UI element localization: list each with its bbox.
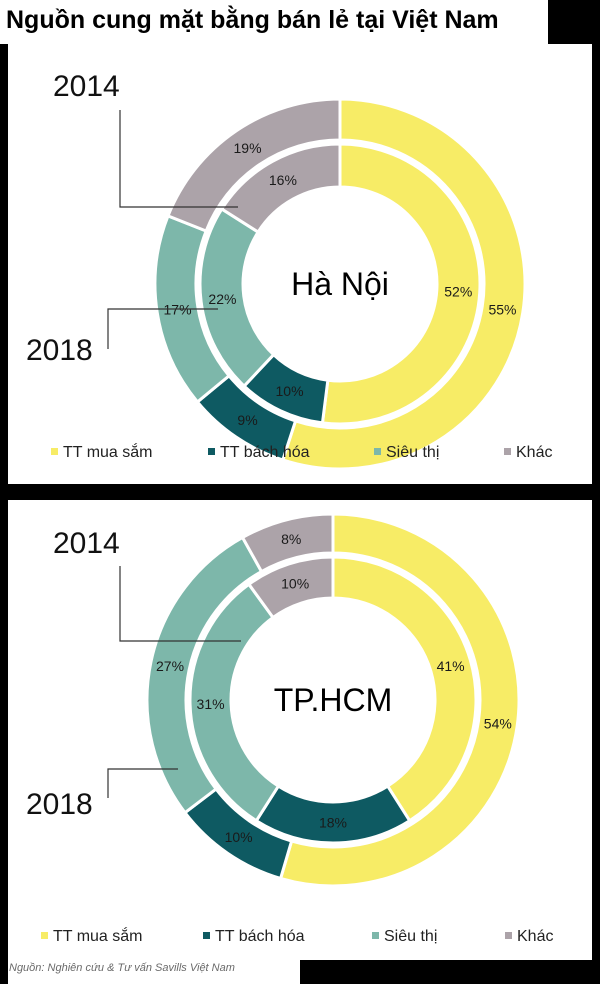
year-label-2014: 2014 bbox=[53, 70, 120, 103]
data-label-inner-khac: 16% bbox=[269, 172, 297, 188]
legend-item-khac: Khác bbox=[516, 444, 552, 461]
legend-swatch-tt-mua-sam bbox=[41, 932, 48, 939]
data-label-inner-tt-bach-hoa: 18% bbox=[319, 815, 347, 831]
data-label-inner-tt-mua-sam: 41% bbox=[437, 658, 465, 674]
chart-title: Nguồn cung mặt bằng bán lẻ tại Việt Nam bbox=[6, 6, 499, 34]
callout-line-2018 bbox=[107, 768, 178, 798]
city-label: TP.HCM bbox=[274, 682, 393, 718]
data-label-outer-sieu-thi: 17% bbox=[164, 302, 192, 318]
legend-item-sieu-thi: Siêu thị bbox=[384, 928, 437, 945]
legend-swatch-tt-bach-hoa bbox=[208, 448, 215, 455]
slice-outer-tt-mua-sam bbox=[278, 512, 521, 888]
legend-item-sieu-thi: Siêu thị bbox=[386, 444, 439, 461]
data-label-inner-khac: 10% bbox=[281, 575, 309, 591]
data-label-inner-sieu-thi: 31% bbox=[197, 696, 225, 712]
donut-chart-hcm: 54% 10% 27% 8% 41% 18% 31% 10% TP.HCM 2018 2014 TT … bbox=[26, 512, 553, 945]
data-label-outer-tt-mua-sam: 54% bbox=[484, 716, 512, 732]
legend-item-tt-bach-hoa: TT bách hóa bbox=[220, 444, 310, 461]
slice-inner-khac bbox=[246, 555, 335, 620]
year-label-2014: 2014 bbox=[53, 527, 120, 560]
year-label-2018: 2018 bbox=[26, 788, 93, 821]
chart-panel-hanoi: 55% 9% 17% 19% 52% 10% 22% 16% Hà Nội 2018 2014 TT … bbox=[8, 44, 592, 484]
legend-item-tt-mua-sam: TT mua sắm bbox=[63, 442, 153, 461]
data-label-outer-khac: 8% bbox=[281, 531, 301, 547]
slice-inner-tt-mua-sam bbox=[320, 142, 482, 426]
slice-inner-tt-mua-sam bbox=[331, 555, 478, 823]
data-label-inner-sieu-thi: 22% bbox=[208, 291, 236, 307]
callout-line-2014 bbox=[119, 110, 238, 208]
data-label-outer-tt-bach-hoa: 10% bbox=[225, 829, 253, 845]
slice-inner-khac bbox=[219, 142, 342, 235]
data-label-outer-khac: 19% bbox=[234, 140, 262, 156]
legend-swatch-khac bbox=[505, 932, 512, 939]
slice-outer-tt-mua-sam bbox=[280, 97, 527, 471]
data-label-inner-tt-mua-sam: 52% bbox=[444, 283, 472, 299]
year-label-2018: 2018 bbox=[26, 334, 93, 367]
legend-swatch-tt-mua-sam bbox=[51, 448, 58, 455]
footer-bar bbox=[8, 960, 300, 984]
data-label-outer-tt-mua-sam: 55% bbox=[488, 302, 516, 318]
callout-line-2014 bbox=[119, 566, 241, 642]
slice-outer-khac bbox=[240, 512, 335, 574]
slice-outer-khac bbox=[166, 97, 342, 233]
chart-panel-hcm: 54% 10% 27% 8% 41% 18% 31% 10% TP.HCM 2018 2014 TT … bbox=[8, 500, 592, 960]
data-label-outer-sieu-thi: 27% bbox=[156, 658, 184, 674]
donut-chart-hanoi: 55% 9% 17% 19% 52% 10% 22% 16% Hà Nội 2018 2014 TT … bbox=[26, 70, 552, 471]
legend-item-tt-bach-hoa: TT bách hóa bbox=[215, 928, 305, 945]
legend-swatch-sieu-thi bbox=[374, 448, 381, 455]
legend-swatch-tt-bach-hoa bbox=[203, 932, 210, 939]
legend-swatch-sieu-thi bbox=[372, 932, 379, 939]
legend-item-khac: Khác bbox=[517, 928, 553, 945]
city-label: Hà Nội bbox=[291, 266, 389, 302]
legend-item-tt-mua-sam: TT mua sắm bbox=[53, 926, 143, 945]
callout-line-2018 bbox=[107, 308, 218, 349]
title-bar bbox=[0, 0, 548, 44]
data-label-inner-tt-bach-hoa: 10% bbox=[276, 383, 304, 399]
legend-swatch-khac bbox=[504, 448, 511, 455]
source-note: Nguồn: Nghiên cứu & Tư vấn Savills Việt … bbox=[9, 962, 235, 974]
data-label-outer-tt-bach-hoa: 9% bbox=[237, 412, 257, 428]
